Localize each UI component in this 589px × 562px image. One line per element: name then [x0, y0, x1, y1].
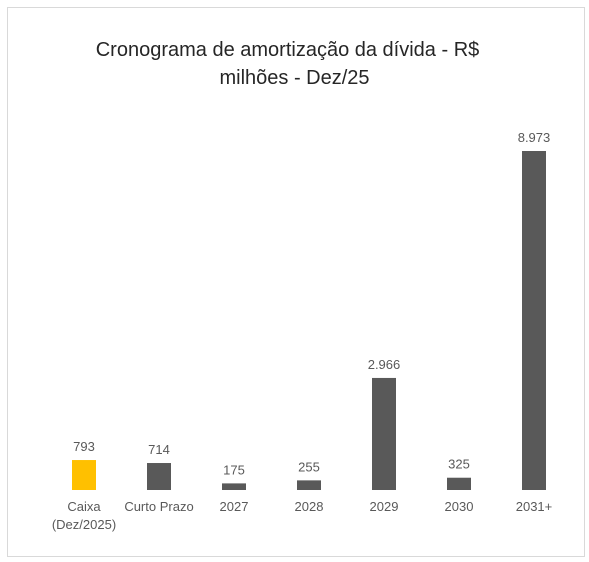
data-label-1: 714 [148, 442, 170, 457]
category-label-0-0: Caixa [67, 499, 101, 514]
bar-1 [147, 463, 171, 490]
bar-2 [222, 483, 246, 490]
chart-title: Cronograma de amortização da dívida - R$… [0, 36, 589, 92]
category-label-1: Curto Prazo [124, 499, 193, 514]
chart-title-line-2: milhões - Dez/25 [219, 67, 370, 89]
bar-6 [522, 151, 546, 490]
data-label-5: 325 [448, 457, 470, 472]
chart-frame [7, 7, 585, 557]
data-label-3: 255 [298, 459, 320, 474]
data-label-4: 2.966 [368, 357, 401, 372]
category-label-6: 2031+ [516, 499, 553, 514]
bar-3 [297, 480, 321, 490]
category-label-3: 2028 [295, 499, 324, 514]
category-label-0-1: (Dez/2025) [52, 517, 116, 532]
bar-0 [72, 460, 96, 490]
data-label-2: 175 [223, 462, 245, 477]
category-label-2: 2027 [220, 499, 249, 514]
data-label-6: 8.973 [518, 130, 551, 145]
bar-4 [372, 377, 396, 490]
category-label-4: 2029 [370, 499, 399, 514]
bar-5 [447, 477, 471, 490]
chart-title-line-1: Cronograma de amortização da dívida - R$ [95, 39, 480, 61]
data-label-0: 793 [73, 439, 95, 454]
category-label-5: 2030 [445, 499, 474, 514]
